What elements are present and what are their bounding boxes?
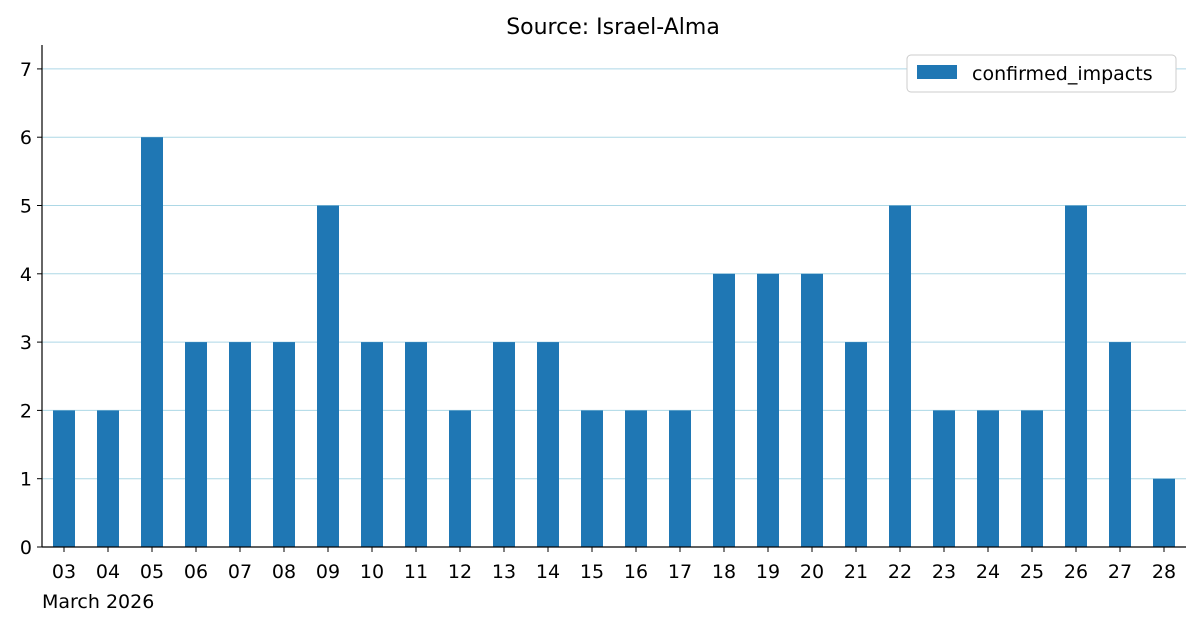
axes [41,45,1186,548]
x-tick-label: 26 [1064,561,1088,583]
x-tick-label: 16 [624,561,648,583]
bar [757,273,779,547]
bar [1109,342,1131,547]
bar [449,410,471,547]
x-tick-label: 03 [52,561,76,583]
y-tick-label: 5 [20,196,32,218]
x-tick-label: 22 [888,561,912,583]
x-tick-label: 07 [228,561,252,583]
y-tick-label: 3 [20,332,32,354]
bar [97,410,119,547]
x-tick-label: 14 [536,561,560,583]
bar [317,205,339,547]
bar [493,342,515,547]
bar [581,410,603,547]
y-ticks: 0 1 2 3 4 5 6 7 [20,59,42,559]
bar [229,342,251,547]
x-tick-label: 06 [184,561,208,583]
bar [1021,410,1043,547]
x-tick-label: 28 [1152,561,1176,583]
y-tick-label: 4 [20,264,32,286]
y-tick-label: 1 [20,469,32,491]
bar [669,410,691,547]
x-tick-label: 09 [316,561,340,583]
x-tick-label: 15 [580,561,604,583]
bar [361,342,383,547]
x-tick-label: 10 [360,561,384,583]
x-tick-label: 27 [1108,561,1132,583]
x-tick-label: 08 [272,561,296,583]
bar [53,410,75,547]
bar [273,342,295,547]
x-ticks: 03 04 05 06 07 08 09 10 11 12 13 14 15 16 17 18 19 20 21 22… [52,547,1176,583]
x-tick-label: 04 [96,561,120,583]
legend: confirmed_impacts [906,54,1177,93]
x-period-label: March 2026 [42,591,154,613]
x-tick-label: 25 [1020,561,1044,583]
y-tick-label: 2 [20,400,32,422]
bar [405,342,427,547]
legend-label: confirmed_impacts [972,63,1153,85]
y-tick-label: 7 [20,59,32,81]
bar [1065,205,1087,547]
chart-title: Source: Israel-Alma [506,15,720,40]
x-tick-label: 05 [140,561,164,583]
x-tick-label: 12 [448,561,472,583]
bar [845,342,867,547]
x-tick-label: 19 [756,561,780,583]
y-tick-label: 6 [20,127,32,149]
x-tick-label: 13 [492,561,516,583]
bars [53,137,1175,547]
x-tick-label: 20 [800,561,824,583]
legend-box [906,54,1177,93]
bar [537,342,559,547]
x-tick-label: 24 [976,561,1000,583]
x-tick-label: 11 [404,561,428,583]
x-tick-label: 18 [712,561,736,583]
legend-swatch [917,65,957,79]
bar [713,273,735,547]
x-tick-label: 17 [668,561,692,583]
bar [889,205,911,547]
bar [977,410,999,547]
x-tick-label: 21 [844,561,868,583]
x-tick-label: 23 [932,561,956,583]
bar [141,137,163,547]
y-tick-label: 0 [20,537,32,559]
bar [185,342,207,547]
gridlines [42,68,1186,480]
bar [1153,478,1175,547]
bar [933,410,955,547]
bar [801,273,823,547]
bar [625,410,647,547]
